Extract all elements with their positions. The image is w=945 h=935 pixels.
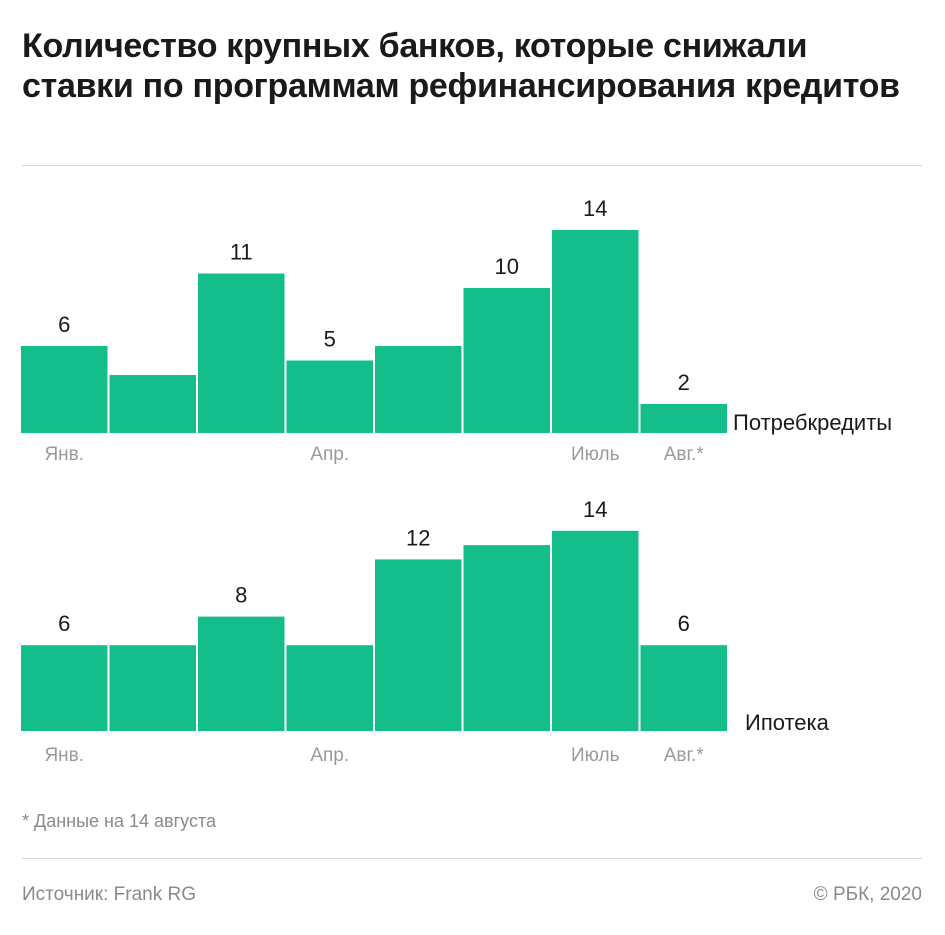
chart-title: Количество крупных банков, которые снижа… <box>22 27 900 105</box>
value-label: 6 <box>58 312 70 337</box>
mortgage-chart: 6 Янв. 8 Апр. 12 14 Июль 6 Авг.* Ипотека <box>21 497 830 766</box>
consumer-loans-chart: 6 Янв. 11 5 Апр. 10 14 Июль 2 Авг.* Потребкредиты <box>21 196 892 465</box>
value-label: 8 <box>235 583 247 608</box>
bar-5 <box>375 559 462 731</box>
bar-7 <box>552 530 639 731</box>
bar-8 <box>640 404 727 433</box>
series-label: Потребкредиты <box>733 410 892 435</box>
bar-1 <box>21 645 108 731</box>
value-label: 5 <box>324 327 336 352</box>
bar-8 <box>640 645 727 731</box>
x-tick-label: Янв. <box>44 745 84 766</box>
bar-3 <box>198 273 285 433</box>
value-label: 6 <box>678 611 690 636</box>
bar-3 <box>198 616 285 731</box>
x-tick-label: Апр. <box>310 745 349 766</box>
bar-4 <box>286 645 373 731</box>
x-tick-label: Авг.* <box>664 745 705 766</box>
bar-4 <box>286 360 373 433</box>
series-label: Ипотека <box>745 710 830 735</box>
x-tick-label: Июль <box>571 444 620 465</box>
value-label: 11 <box>230 240 253 265</box>
bar-2 <box>109 375 196 433</box>
x-tick-label: Янв. <box>44 444 84 465</box>
value-label: 6 <box>58 611 70 636</box>
bottom-divider <box>22 858 922 859</box>
copyright-text: © РБК, 2020 <box>813 884 922 905</box>
x-tick-label: Авг.* <box>664 444 705 465</box>
value-label: 12 <box>406 525 430 550</box>
bar-5 <box>375 346 462 433</box>
x-tick-label: Апр. <box>310 444 349 465</box>
bar-6 <box>463 288 550 433</box>
bar-1 <box>21 346 108 433</box>
value-label: 14 <box>583 497 607 522</box>
bar-charts: 6Янв.115Апр.1014Июль2Авг.*Потребкредиты … <box>21 196 892 766</box>
bar-6 <box>463 545 550 731</box>
footnote: * Данные на 14 августа <box>22 811 217 831</box>
bar-2 <box>109 645 196 731</box>
value-label: 2 <box>678 370 690 395</box>
value-label: 10 <box>495 254 519 279</box>
x-tick-label: Июль <box>571 745 620 766</box>
value-label: 14 <box>583 196 607 221</box>
source-text: Источник: Frank RG <box>22 884 197 905</box>
bar-7 <box>552 230 639 433</box>
top-divider <box>22 165 922 166</box>
